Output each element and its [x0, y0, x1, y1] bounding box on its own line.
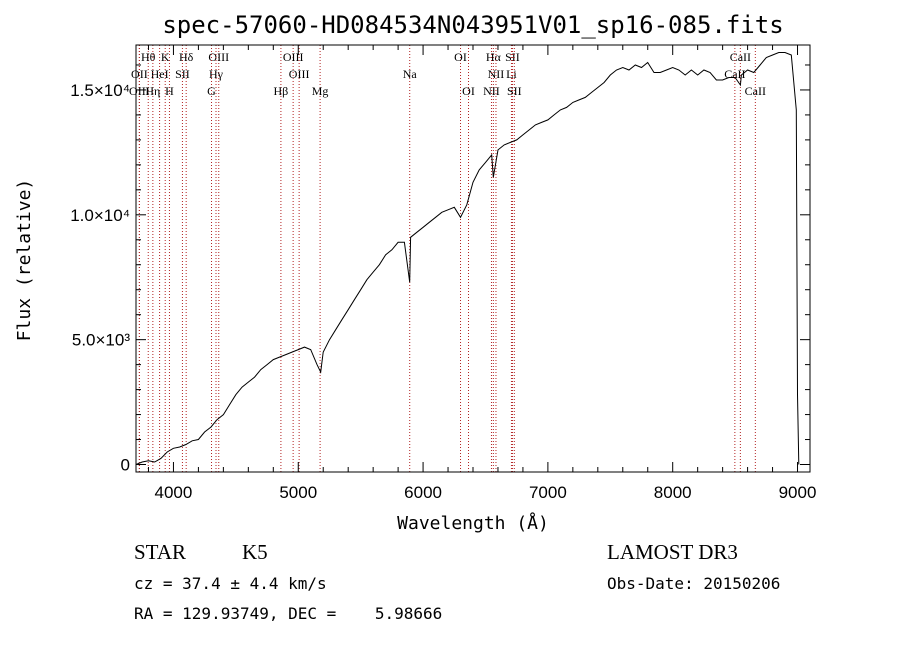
- line-marker-label: H: [165, 84, 174, 98]
- line-marker-label: G: [207, 84, 216, 98]
- chart-title: spec-57060-HD084534N043951V01_sp16-085.f…: [162, 11, 783, 39]
- y-tick-label: 1.0×10⁴: [70, 206, 130, 225]
- line-marker-label: Hβ: [274, 84, 289, 98]
- line-marker-label: NII: [483, 84, 500, 98]
- y-tick-label: 1.5×10⁴: [70, 81, 130, 100]
- y-tick-label: 0: [121, 456, 130, 475]
- line-marker-label: SII: [507, 84, 522, 98]
- survey-name: LAMOST DR3: [607, 540, 738, 565]
- x-tick-label: 8000: [654, 483, 692, 502]
- line-marker-label: OIII: [283, 50, 304, 64]
- x-axis-label: Wavelength (Å): [397, 512, 549, 534]
- line-marker-label: Mg: [312, 84, 329, 98]
- line-marker-label: CaII: [730, 50, 751, 64]
- obs-date: Obs-Date: 20150206: [607, 574, 780, 593]
- x-tick-label: 6000: [404, 483, 442, 502]
- object-class: STAR: [134, 540, 186, 565]
- coordinates: RA = 129.93749, DEC = 5.98666: [134, 604, 442, 623]
- line-marker-label: Hα: [486, 50, 502, 64]
- line-marker-label: Hδ: [179, 50, 194, 64]
- line-marker-label: Li: [506, 67, 517, 81]
- redshift-cz: cz = 37.4 ± 4.4 km/s: [134, 574, 327, 593]
- x-tick-label: 9000: [779, 483, 817, 502]
- y-tick-label: 5.0×10³: [72, 331, 130, 350]
- line-marker-label: SII: [175, 67, 190, 81]
- line-marker-label: OIII: [289, 67, 310, 81]
- line-marker-label: Na: [403, 67, 418, 81]
- line-marker-label: Hη: [145, 84, 160, 98]
- line-marker-label: K: [161, 50, 170, 64]
- line-marker-label: OI: [462, 84, 475, 98]
- x-tick-label: 7000: [529, 483, 567, 502]
- line-marker-label: NII: [488, 67, 505, 81]
- x-tick-label: 5000: [279, 483, 317, 502]
- spectrum-line: [136, 53, 799, 465]
- object-subclass: K5: [242, 540, 268, 565]
- y-axis-label: Flux (relative): [14, 179, 35, 342]
- spectrum-plot: spec-57060-HD084534N043951V01_sp16-085.f…: [0, 0, 900, 540]
- line-marker-label: SII: [505, 50, 520, 64]
- plot-frame: [136, 45, 810, 472]
- line-marker-label: OI: [454, 50, 467, 64]
- x-tick-label: 4000: [155, 483, 193, 502]
- line-marker-label: CaII: [745, 84, 766, 98]
- line-marker-label: Hθ: [141, 50, 156, 64]
